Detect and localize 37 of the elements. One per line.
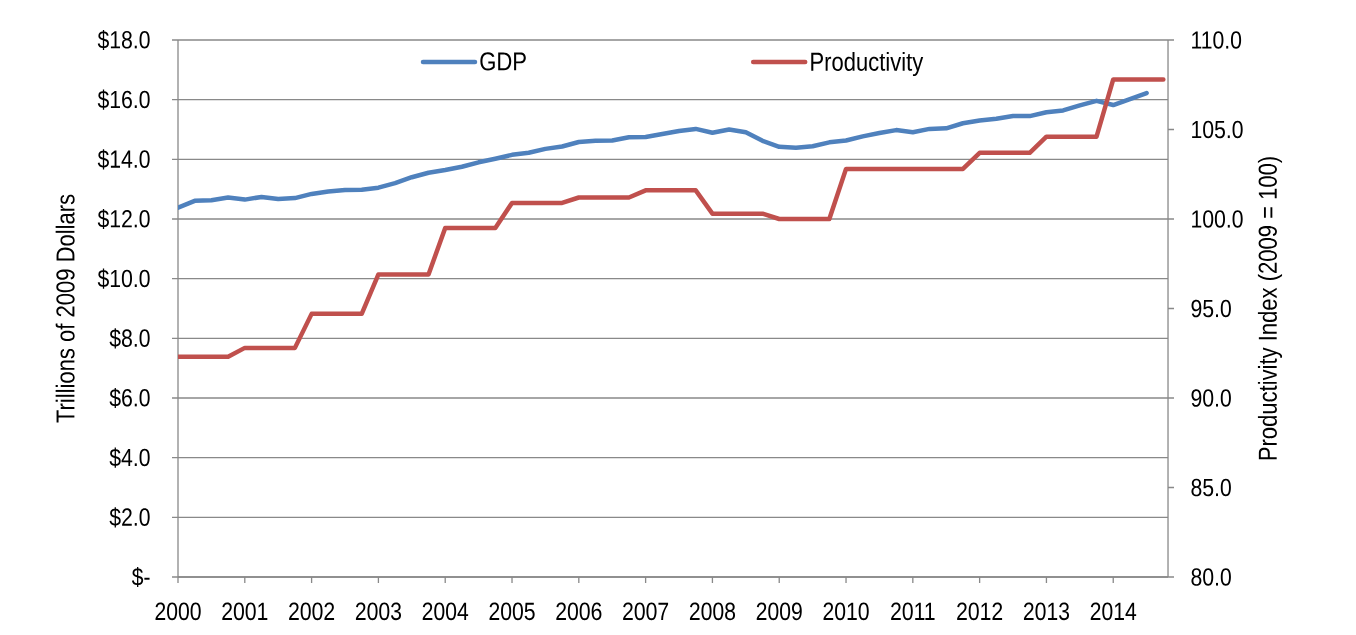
x-tick-label: 2010: [823, 602, 869, 621]
y-tick-label: $12.0: [97, 208, 150, 230]
y-tick-label: $16.0: [97, 89, 150, 110]
y2-tick-label: 90.0: [1191, 389, 1231, 407]
x-tick-label: 2012: [957, 602, 1003, 621]
y-axis-title: Trillions of 2009 Dollars: [55, 194, 75, 423]
y-tick-label: $4.0: [109, 447, 150, 468]
x-tick-label: 2002: [289, 602, 335, 621]
x-tick-label: 2011: [891, 602, 935, 621]
y2-tick-label: 85.0: [1191, 478, 1231, 497]
y2-tick-label: 80.0: [1191, 568, 1231, 586]
y2-tick-label: 95.0: [1191, 299, 1231, 318]
y2-axis-title: Productivity Index (2009 = 100): [1257, 157, 1283, 460]
y2-tick-label: 105.0: [1192, 120, 1243, 139]
legend-label: GDP: [480, 52, 526, 71]
y-tick-label: $14.0: [97, 149, 150, 170]
x-tick-label: 2000: [155, 602, 201, 621]
x-tick-label: 2013: [1023, 602, 1070, 621]
y-tick-label: $6.0: [109, 387, 150, 409]
x-tick-label: 2006: [556, 602, 602, 621]
y-tick-label: $18.0: [97, 29, 150, 51]
line-series: [178, 90, 1149, 210]
x-tick-label: 2008: [689, 602, 736, 621]
y2-tick-label: 100.0: [1192, 210, 1243, 228]
x-tick-label: 2004: [422, 602, 469, 621]
x-tick-label: 2007: [623, 602, 669, 621]
y2-tick-label: 110.0: [1192, 31, 1242, 49]
y-tick-label: $-: [131, 566, 150, 588]
legend-label: Productivity: [811, 51, 924, 77]
y-tick-label: $8.0: [109, 328, 150, 349]
x-tick-label: 2003: [355, 602, 402, 621]
x-tick-label: 2014: [1090, 602, 1137, 621]
x-tick-label: 2009: [756, 602, 802, 621]
y-tick-label: $10.0: [97, 268, 150, 289]
x-tick-label: 2001: [222, 602, 268, 621]
x-tick-label: 2005: [489, 602, 535, 621]
y-tick-label: $2.0: [109, 507, 150, 528]
